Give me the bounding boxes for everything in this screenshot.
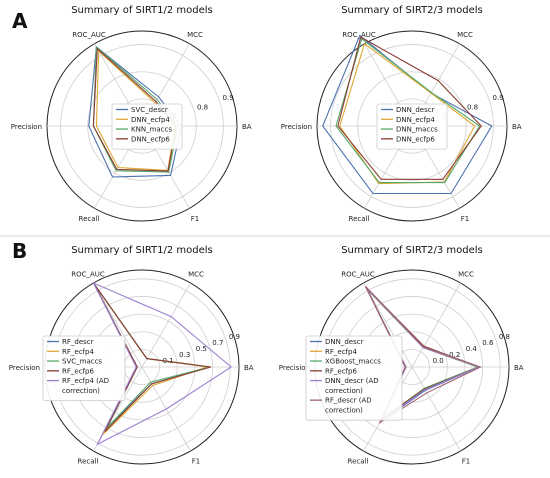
legend-label: DNN_descr [325, 338, 364, 346]
series-line-3 [335, 37, 481, 184]
series-line-2 [339, 42, 476, 185]
series-line-4 [93, 283, 212, 433]
legend-box [42, 335, 126, 402]
legend-label: RF_ecfp4 (AD correction) [62, 377, 109, 395]
legend-label: DNN_descr [396, 106, 435, 114]
axis-label-recall: Recall [78, 458, 99, 466]
axis-label-recall: Recall [79, 215, 100, 223]
axis-label-recall: Recall [348, 458, 369, 466]
panel-letter-b: B [12, 239, 27, 263]
axis-label-ba: BA [244, 364, 254, 372]
radial-tick-label: 0.0 [433, 357, 444, 365]
axis-label-ba: BA [514, 364, 524, 372]
axis-label-f1: F1 [192, 458, 200, 466]
radar-chart-3: Summary of SIRT1/2 models BA MCC ROC_AUC Pre… [9, 245, 254, 466]
axis-label-recall: Recall [349, 215, 370, 223]
axis-label-precision: Precision [281, 123, 312, 131]
radial-tick-label: 0.8 [197, 103, 208, 111]
axis-label-f1: F1 [461, 215, 469, 223]
series-line-1 [88, 45, 183, 178]
axis-label-ba: BA [512, 123, 522, 131]
radar-chart-1: Summary of SIRT1/2 models BA MCC ROC_AUC Pre… [11, 5, 252, 223]
radial-tick-label: 0.2 [449, 351, 460, 359]
axis-label-mcc: MCC [458, 270, 474, 278]
grid-spoke [411, 282, 461, 368]
grid-spoke [141, 282, 191, 368]
axis-label-roc-auc: ROC_AUC [341, 270, 375, 278]
series-line-5 [366, 287, 481, 423]
axis-label-mcc: MCC [188, 270, 204, 278]
series-line-5 [92, 281, 233, 446]
legend-box [305, 335, 403, 421]
series-line-4 [92, 47, 177, 172]
legend-label: DNN_descr (AD correction) [325, 377, 379, 395]
legend-label: DNN_maccs [396, 126, 438, 134]
legend-label: SVC_maccs [62, 358, 102, 366]
axis-label-roc-auc: ROC_AUC [71, 270, 105, 278]
radar-chart-2: Summary of SIRT2/3 models BA MCC ROC_AUC Pre… [281, 5, 522, 223]
axis-label-mcc: MCC [457, 31, 473, 39]
radial-tick-label: 0.9 [223, 94, 234, 102]
legend-label: SVC_descr [131, 106, 168, 114]
legend-box [376, 103, 448, 150]
legend-box [111, 103, 183, 150]
axis-label-roc-auc: ROC_AUC [342, 31, 376, 39]
legend-label: RF_ecfp6 [62, 367, 94, 375]
radial-tick-label: 0.3 [179, 351, 190, 359]
chart-title: Summary of SIRT1/2 models [71, 245, 213, 256]
axis-label-roc-auc: ROC_AUC [72, 31, 106, 39]
radial-tick-label: 0.9 [229, 333, 240, 341]
radial-tick-label: 0.5 [196, 345, 207, 353]
series-line-6 [364, 285, 483, 425]
legend-label: RF_ecfp4 [325, 348, 357, 356]
chart-title: Summary of SIRT2/3 models [341, 245, 483, 256]
radial-tick-label: 0.8 [499, 333, 510, 341]
legend-label: RF_ecfp4 [62, 348, 94, 356]
grid-spoke [411, 366, 461, 452]
series-line-4 [337, 36, 482, 180]
axis-label-f1: F1 [191, 215, 199, 223]
legend-label: DNN_ecfp4 [396, 116, 435, 124]
radial-tick-label: 0.8 [467, 103, 478, 111]
axis-label-precision: Precision [11, 123, 42, 131]
legend-label: RF_descr (AD correction) [325, 397, 372, 415]
axis-label-precision: Precision [279, 364, 310, 372]
panel-letter-a: A [12, 9, 28, 33]
axis-label-ba: BA [242, 123, 252, 131]
grid-spoke [93, 282, 143, 368]
axis-label-precision: Precision [9, 364, 40, 372]
axis-label-mcc: MCC [187, 31, 203, 39]
legend-label: DNN_ecfp6 [396, 135, 435, 143]
radial-tick-label: 0.6 [482, 339, 494, 347]
legend-label: XGBoost_maccs [325, 358, 381, 366]
axis-label-f1: F1 [462, 458, 470, 466]
legend-label: RF_descr [62, 338, 94, 346]
grid-spoke [363, 282, 413, 368]
radial-tick-label: 0.9 [493, 94, 504, 102]
radar-chart-4: Summary of SIRT2/3 models BA MCC ROC_AUC Pre… [279, 245, 524, 466]
radial-tick-label: 0.7 [212, 339, 223, 347]
legend-label: DNN_ecfp4 [131, 116, 170, 124]
chart-title: Summary of SIRT2/3 models [341, 5, 483, 16]
chart-title: Summary of SIRT1/2 models [71, 5, 213, 16]
radial-tick-label: 0.4 [466, 345, 478, 353]
legend-label: RF_ecfp6 [325, 367, 357, 375]
legend-label: DNN_ecfp6 [131, 135, 170, 143]
legend-label: KNN_maccs [131, 126, 172, 134]
